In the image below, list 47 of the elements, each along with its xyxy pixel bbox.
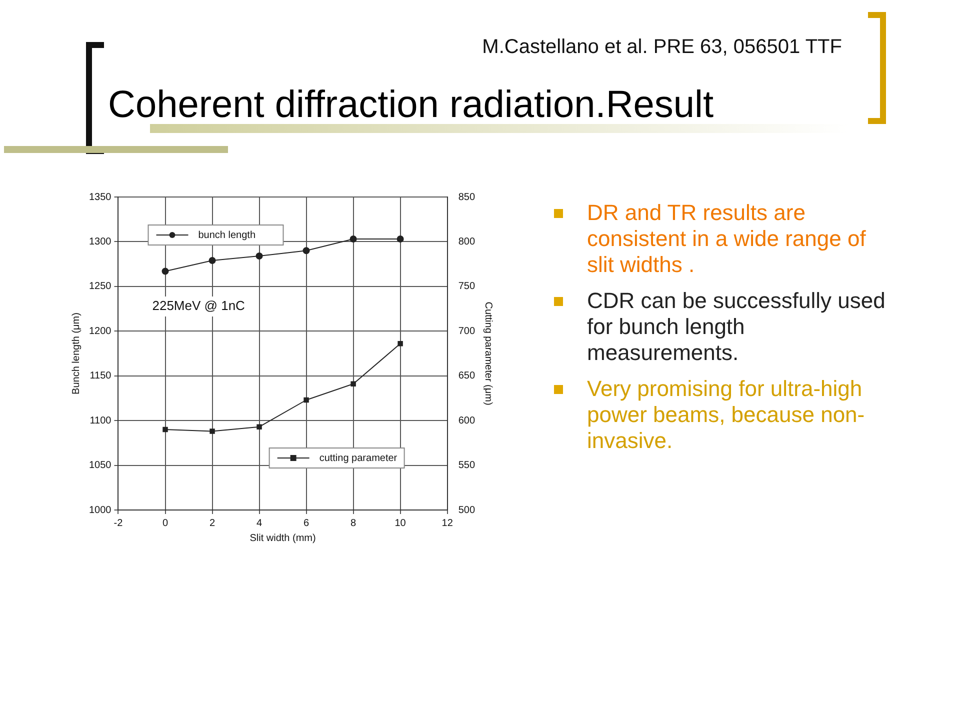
legend-label: bunch length [198,230,256,241]
x-tick-label: 10 [394,518,406,529]
y-tick-label: 1150 [90,370,112,382]
point [350,381,356,387]
x-axis-title: Slit width (mm) [250,532,316,544]
y2-tick-label: 750 [458,281,476,292]
point [398,341,403,346]
y-tick-label: 1300 [88,236,112,248]
x-tick-label: 4 [256,518,262,529]
annotation: 225MeV @ 1nC [152,298,245,314]
y2-tick-label: 650 [458,370,476,382]
y-tick-label: 1050 [88,460,112,472]
y2-tick-label: 700 [458,326,476,337]
x-tick-label: -2 [114,518,124,529]
x-tick-label: 6 [304,518,310,529]
y2-tick-label: 500 [458,504,476,516]
y-tick-label: 1350 [88,192,112,203]
y2-axis-title: Cutting parameter (μm) [482,302,494,406]
legend-label: cutting parameter [319,452,398,464]
text: DR and TR results are consistent in a wide range of slit widths . [587,200,866,277]
point [208,256,216,264]
chart-title: Coherent diffraction radiation.Result [108,84,714,127]
point [256,424,262,430]
point [210,428,215,434]
point [302,247,310,254]
point [350,236,357,243]
y-tick-label: 1000 [88,504,112,516]
point [256,252,263,260]
point [162,268,169,275]
point [304,397,309,403]
text: M.Castellano et al. PRE 63, 056501 TTF [482,36,842,59]
point [396,236,404,243]
x-tick-label: 8 [350,518,357,529]
text: CDR can be successfully used for bunch length measurements. [587,288,886,365]
y2-tick-label: 800 [458,236,476,248]
y2-tick-label: 600 [458,415,476,426]
point [162,426,168,432]
y2-tick-label: 850 [458,192,476,203]
y-tick-label: 1250 [88,281,112,292]
text: Very promising for ultra-high power beams, because non-invasive. [587,376,865,453]
y-tick-label: 1200 [88,326,112,337]
x-tick-label: 0 [162,518,168,529]
x-tick-label: 12 [442,518,454,529]
y-axis-title: Bunch length (μm) [70,312,82,394]
y2-tick-label: 550 [458,460,476,472]
y-tick-label: 1100 [90,415,112,426]
x-tick-label: 2 [209,518,216,529]
